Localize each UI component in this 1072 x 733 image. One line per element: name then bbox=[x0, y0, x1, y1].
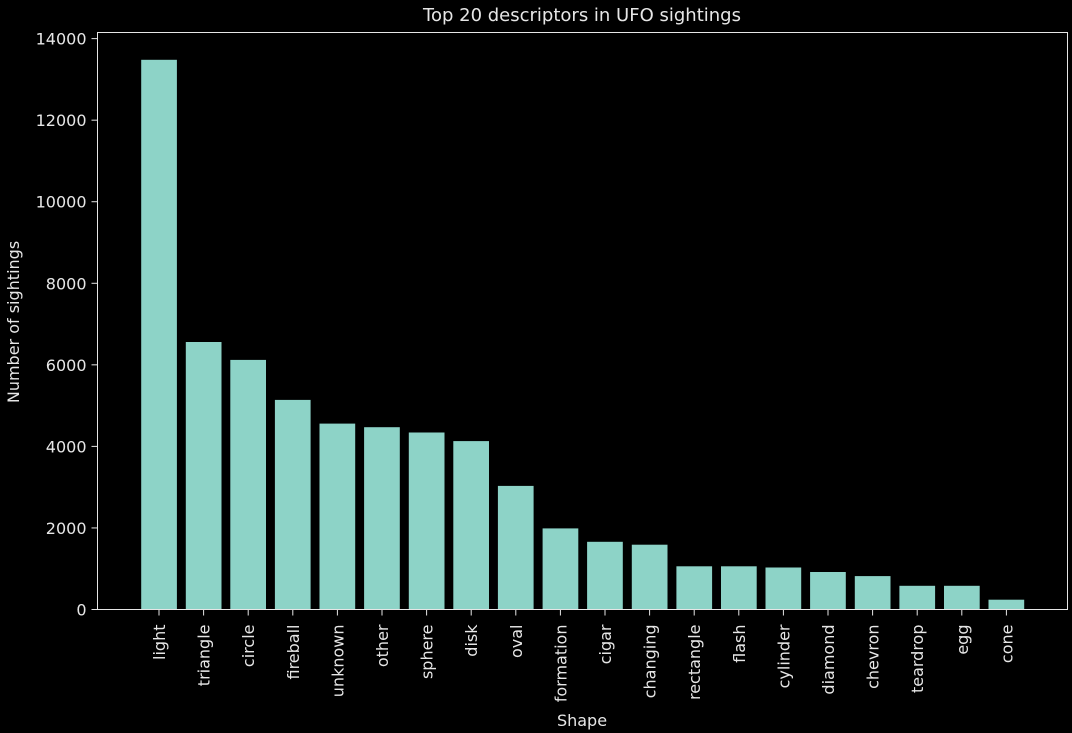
x-tick-label: chevron bbox=[864, 625, 883, 689]
x-axis-label: Shape bbox=[557, 711, 607, 730]
y-tick-label: 14000 bbox=[36, 30, 87, 49]
x-tick-label: egg bbox=[953, 625, 972, 655]
bar-rectangle bbox=[676, 566, 713, 610]
bar-changing bbox=[631, 544, 668, 610]
x-tick-label: oval bbox=[507, 625, 526, 659]
bar-unknown bbox=[319, 423, 356, 610]
x-tick-label: light bbox=[150, 625, 169, 660]
y-tick-label: 2000 bbox=[46, 519, 87, 538]
y-tick-label: 6000 bbox=[46, 356, 87, 375]
x-tick-label: disk bbox=[462, 624, 481, 657]
bar-sphere bbox=[408, 432, 445, 610]
y-tick-label: 12000 bbox=[36, 111, 87, 130]
bar-chevron bbox=[854, 576, 891, 610]
x-tick-label: triangle bbox=[195, 625, 214, 687]
x-tick-label: circle bbox=[239, 625, 258, 668]
x-tick-label: changing bbox=[641, 625, 660, 699]
bar-triangle bbox=[185, 342, 222, 610]
y-tick-label: 4000 bbox=[46, 437, 87, 456]
y-tick-label: 0 bbox=[76, 601, 86, 620]
x-tick-label: cigar bbox=[596, 624, 615, 664]
x-tick-label: teardrop bbox=[908, 625, 927, 694]
x-axis-ticks: light triangle circle fireball unknown other s… bbox=[150, 609, 1016, 703]
bar-cylinder bbox=[765, 567, 802, 610]
x-tick-label: cylinder bbox=[774, 624, 793, 688]
bar-egg bbox=[944, 585, 980, 610]
bar-light bbox=[141, 59, 177, 610]
y-tick-label: 10000 bbox=[36, 193, 87, 212]
x-tick-label: unknown bbox=[328, 625, 347, 698]
bar-formation bbox=[542, 528, 579, 610]
bars-group bbox=[141, 59, 1025, 610]
bar-disk bbox=[453, 441, 489, 610]
x-tick-label: rectangle bbox=[685, 625, 704, 701]
x-tick-label: formation bbox=[551, 625, 570, 703]
x-tick-label: flash bbox=[730, 625, 749, 663]
bar-cone bbox=[988, 599, 1025, 610]
bar-circle bbox=[230, 359, 266, 610]
x-tick-label: cone bbox=[997, 625, 1016, 664]
bar-flash bbox=[721, 566, 757, 610]
y-axis-ticks: 0 2000 4000 6000 8000 10000 12000 14000 bbox=[36, 30, 98, 620]
x-tick-label: diamond bbox=[819, 625, 838, 695]
plot-frame bbox=[97, 32, 1068, 610]
chart-title: Top 20 descriptors in UFO sightings bbox=[422, 5, 741, 26]
bar-fireball bbox=[274, 399, 311, 610]
x-tick-label: other bbox=[373, 624, 392, 667]
bar-oval bbox=[497, 485, 534, 610]
bar-other bbox=[364, 427, 400, 610]
x-tick-label: fireball bbox=[284, 625, 303, 680]
y-tick-label: 8000 bbox=[46, 274, 87, 293]
bar-cigar bbox=[587, 541, 623, 610]
y-axis-label: Number of sightings bbox=[4, 241, 23, 403]
bar-teardrop bbox=[899, 585, 936, 610]
bar-diamond bbox=[810, 572, 846, 610]
x-tick-label: sphere bbox=[418, 625, 437, 680]
